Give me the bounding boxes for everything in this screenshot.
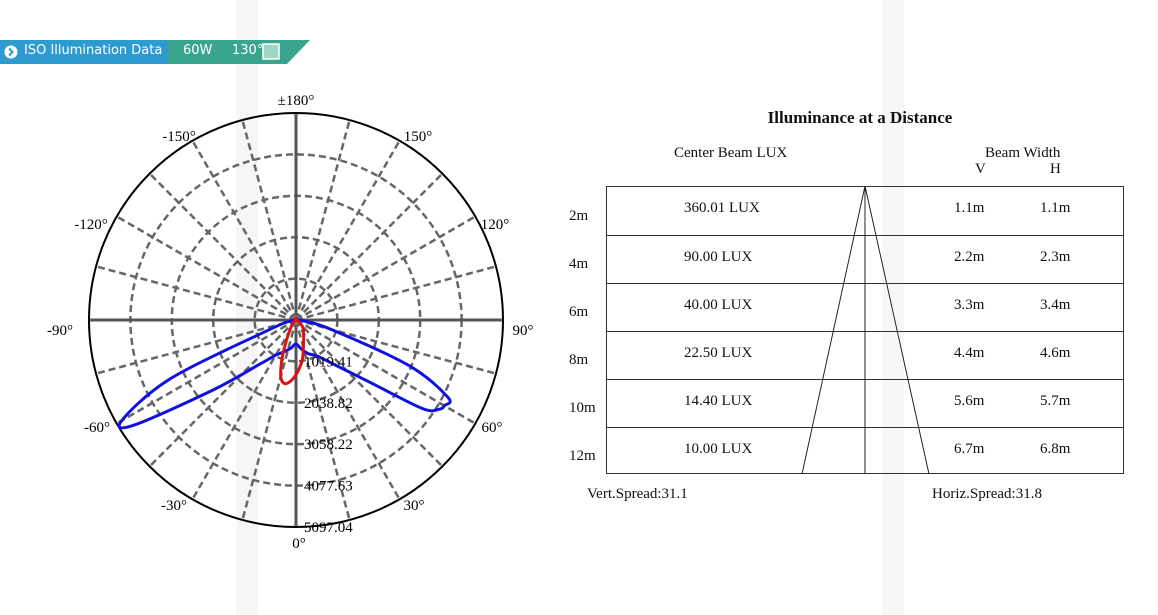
radial-tick-label: 5097.04	[304, 520, 353, 536]
grid-spoke	[95, 265, 297, 322]
subheader-h: H	[1050, 161, 1061, 177]
lux-cell: 10.00 LUX	[684, 441, 753, 457]
banner-power: 60W	[183, 43, 213, 58]
angle-label: 0°	[292, 536, 306, 552]
distance-label: 2m	[569, 208, 589, 224]
column-header-beam-width: Beam Width	[985, 145, 1061, 161]
angle-label: 60°	[482, 420, 503, 436]
table-row: 360.01 LUX 1.1m 1.1m	[607, 187, 1123, 235]
subheader-v: V	[975, 161, 986, 177]
radial-tick-label: 4077.63	[304, 479, 353, 495]
beam-cone	[801, 186, 930, 474]
grid-spoke	[294, 119, 351, 321]
banner: ISO Illumination Data 60W 130°	[0, 40, 310, 64]
grid-spoke	[191, 140, 298, 321]
curve-series-1	[117, 318, 452, 430]
beam-width-v-cell: 2.2m	[954, 249, 985, 265]
grid-spoke	[295, 215, 476, 322]
angle-label: ±180°	[278, 93, 315, 109]
chevron-circle-icon	[4, 45, 18, 59]
angle-label: 120°	[481, 217, 510, 233]
angle-label: 150°	[404, 129, 433, 145]
square-icon	[262, 43, 280, 60]
cone-right-edge	[864, 186, 930, 474]
distance-label: 12m	[569, 448, 596, 464]
horiz-spread: Horiz.Spread:31.8	[932, 486, 1042, 502]
banner-angle: 130°	[232, 43, 264, 58]
distance-label: 4m	[569, 256, 589, 272]
grid-spoke	[116, 215, 297, 322]
grid-spoke	[95, 318, 297, 375]
grid-spoke	[241, 319, 298, 521]
polar-curves	[117, 316, 452, 430]
polar-grid	[88, 112, 504, 528]
grid-spoke	[148, 172, 297, 321]
angle-label: -90°	[47, 323, 73, 339]
radial-tick-label: 2038.82	[304, 396, 353, 412]
beam-width-v-cell: 1.1m	[954, 200, 985, 216]
radial-tick-label: 3058.22	[304, 437, 353, 453]
grid-spoke	[116, 318, 297, 425]
banner-left-band	[0, 40, 168, 64]
angle-label: 30°	[404, 498, 425, 514]
beam-width-h-cell: 4.6m	[1040, 345, 1071, 361]
polar-chart: ±180° 150° 120° 90° 60° 30° 0° -30° -60° -90° -120…	[47, 93, 534, 552]
lux-cell: 40.00 LUX	[684, 297, 753, 313]
grid-spoke	[295, 319, 444, 468]
beam-width-h-cell: 2.3m	[1040, 249, 1071, 265]
angle-label: 90°	[513, 323, 534, 339]
polar-labels: ±180° 150° 120° 90° 60° 30° 0° -30° -60° -90° -120…	[47, 93, 534, 552]
grid-spoke	[295, 318, 476, 425]
lux-cell: 22.50 LUX	[684, 345, 753, 361]
table-title: Illuminance at a Distance	[767, 108, 953, 127]
grid-spoke	[294, 319, 401, 500]
grid-spoke	[295, 172, 444, 321]
grid-spoke	[294, 140, 401, 321]
angle-label: -30°	[161, 498, 187, 514]
lux-cell: 360.01 LUX	[684, 200, 760, 216]
radial-tick-label: 1019.41	[304, 354, 353, 370]
grid-spoke	[148, 319, 297, 468]
grid-spoke	[191, 319, 298, 500]
column-header-center-beam: Center Beam LUX	[674, 145, 788, 161]
angle-label: -120°	[74, 217, 108, 233]
lux-cell: 90.00 LUX	[684, 249, 753, 265]
angle-label: -60°	[84, 420, 110, 436]
beam-width-h-cell: 3.4m	[1040, 297, 1071, 313]
angle-label: -150°	[162, 129, 196, 145]
chevron-right-icon	[8, 47, 14, 57]
curve-series-2	[279, 316, 306, 386]
cone-left-edge	[801, 186, 866, 474]
banner-title: ISO Illumination Data	[24, 43, 163, 58]
vert-spread: Vert.Spread:31.1	[587, 486, 688, 502]
grid-spoke	[241, 119, 298, 321]
beam-width-h-cell: 1.1m	[1040, 200, 1071, 216]
distance-label: 10m	[569, 400, 596, 416]
beam-width-v-cell: 4.4m	[954, 345, 985, 361]
banner-background	[0, 40, 310, 64]
distance-label: 6m	[569, 304, 589, 320]
grid-spoke	[295, 265, 497, 322]
distance-label: 8m	[569, 352, 589, 368]
beam-width-v-cell: 6.7m	[954, 441, 985, 457]
beam-width-h-cell: 5.7m	[1040, 393, 1071, 409]
outer-circle	[88, 112, 504, 528]
beam-width-v-cell: 3.3m	[954, 297, 985, 313]
beam-width-h-cell: 6.8m	[1040, 441, 1071, 457]
watermark-strip	[882, 0, 904, 615]
lux-cell: 14.40 LUX	[684, 393, 753, 409]
beam-width-v-cell: 5.6m	[954, 393, 985, 409]
